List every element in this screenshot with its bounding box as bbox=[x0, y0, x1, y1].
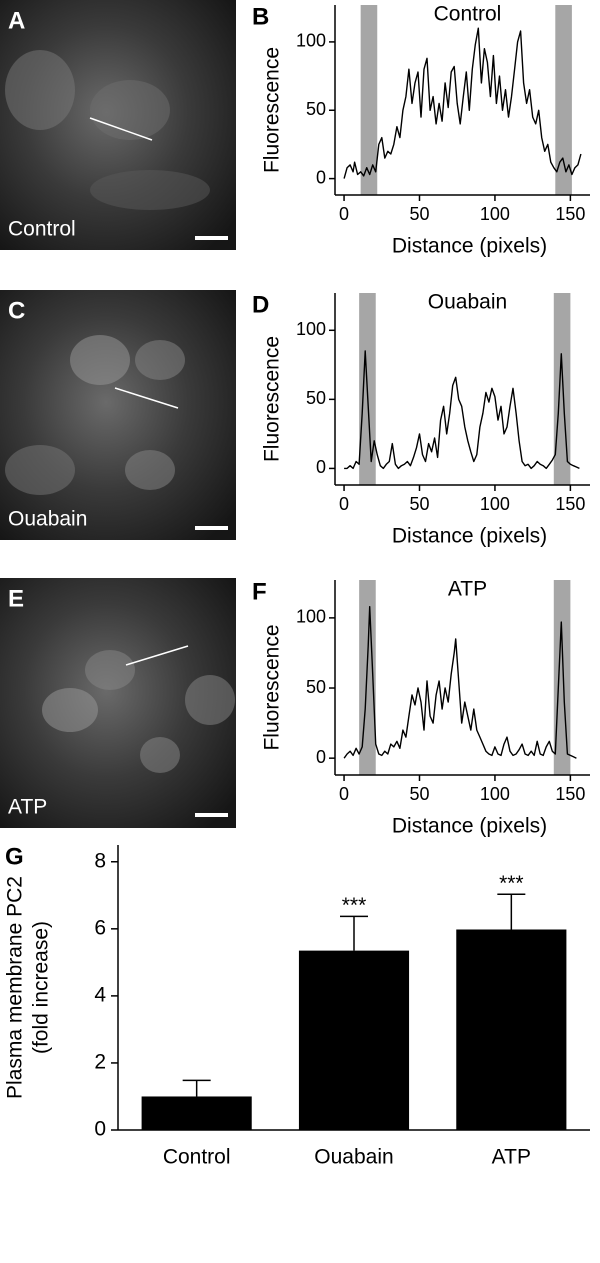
significance: *** bbox=[499, 872, 524, 895]
bar bbox=[298, 950, 410, 1130]
panel-letter: E bbox=[8, 585, 24, 612]
y-tick-label: 50 bbox=[306, 388, 326, 408]
y-tick-label: 50 bbox=[306, 99, 326, 119]
y-tick-label: 100 bbox=[296, 607, 326, 627]
chart-title: ATP bbox=[448, 578, 487, 601]
shaded-region bbox=[555, 5, 572, 195]
x-tick-label: 100 bbox=[480, 784, 510, 804]
panel-letter: F bbox=[252, 578, 267, 605]
y-tick-label: 50 bbox=[306, 677, 326, 697]
y-tick-label: 0 bbox=[316, 747, 326, 767]
y-tick-label: 2 bbox=[94, 1050, 106, 1073]
y-axis-label: Fluorescence bbox=[261, 47, 284, 173]
panel-letter: B bbox=[252, 3, 269, 30]
data-line bbox=[343, 27, 582, 179]
image-label: Control bbox=[8, 218, 76, 241]
x-tick-label: Control bbox=[163, 1146, 231, 1169]
y-tick-label: 100 bbox=[296, 31, 326, 51]
significance: *** bbox=[342, 894, 367, 917]
x-tick-label: 50 bbox=[409, 204, 429, 224]
data-line bbox=[343, 606, 577, 759]
y-tick-label: 6 bbox=[94, 916, 106, 939]
chart-title: Ouabain bbox=[428, 291, 507, 314]
micrograph bbox=[0, 0, 236, 250]
y-tick-label: 8 bbox=[94, 849, 106, 872]
x-tick-label: 50 bbox=[409, 784, 429, 804]
x-tick-label: 150 bbox=[555, 784, 585, 804]
y-axis-label: Fluorescence bbox=[261, 624, 284, 750]
x-tick-label: 50 bbox=[409, 494, 429, 514]
y-axis-label: (fold increase) bbox=[30, 921, 53, 1054]
data-line bbox=[344, 350, 580, 470]
y-axis-label: Fluorescence bbox=[261, 336, 284, 462]
x-tick-label: 100 bbox=[480, 494, 510, 514]
panel-letter: C bbox=[8, 297, 25, 324]
bar bbox=[141, 1096, 252, 1130]
y-tick-label: 0 bbox=[94, 1118, 106, 1141]
x-tick-label: 0 bbox=[339, 204, 349, 224]
chart-title: Control bbox=[434, 3, 502, 26]
x-tick-label: 150 bbox=[555, 494, 585, 514]
micrograph bbox=[0, 290, 236, 540]
bar bbox=[456, 929, 567, 1130]
panel-letter: G bbox=[5, 843, 24, 870]
panel-letter: D bbox=[252, 291, 269, 318]
panel-letter: A bbox=[8, 7, 25, 34]
micrograph bbox=[0, 578, 236, 828]
x-tick-label: Ouabain bbox=[314, 1146, 393, 1169]
image-label: ATP bbox=[8, 796, 47, 819]
x-tick-label: 0 bbox=[339, 494, 349, 514]
y-tick-label: 0 bbox=[316, 167, 326, 187]
x-axis-label: Distance (pixels) bbox=[392, 525, 547, 548]
x-axis-label: Distance (pixels) bbox=[392, 235, 547, 258]
x-axis-label: Distance (pixels) bbox=[392, 815, 547, 838]
shaded-region bbox=[360, 5, 378, 195]
x-tick-label: 150 bbox=[555, 204, 585, 224]
x-tick-label: 0 bbox=[339, 784, 349, 804]
y-tick-label: 100 bbox=[296, 319, 326, 339]
y-axis-label: Plasma membrane PC2 bbox=[4, 876, 27, 1099]
x-tick-label: ATP bbox=[492, 1146, 531, 1169]
y-tick-label: 4 bbox=[94, 983, 106, 1006]
shaded-region bbox=[553, 293, 571, 485]
x-tick-label: 100 bbox=[480, 204, 510, 224]
y-tick-label: 0 bbox=[316, 457, 326, 477]
image-label: Ouabain bbox=[8, 508, 87, 531]
